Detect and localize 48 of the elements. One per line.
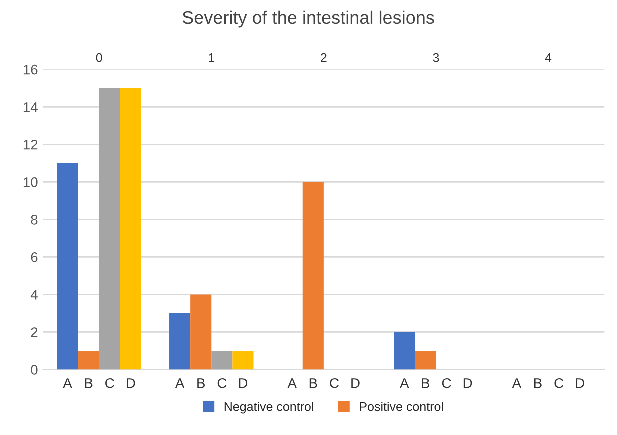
bar xyxy=(232,350,254,370)
text: C xyxy=(442,378,452,388)
text: B xyxy=(85,378,93,388)
bar xyxy=(302,182,324,370)
text: A xyxy=(288,378,297,388)
text: D xyxy=(239,378,248,388)
x-tick-label: 3 xyxy=(433,53,440,62)
bar xyxy=(394,332,416,370)
text: D xyxy=(464,378,472,388)
y-tick-label: 12 xyxy=(24,140,38,150)
text: D xyxy=(576,378,584,388)
text: B xyxy=(422,378,430,388)
y-tick-label: 6 xyxy=(31,252,38,262)
bar xyxy=(415,350,436,370)
text: B xyxy=(198,378,205,388)
x-tick-label: 0 xyxy=(96,53,102,62)
text: B xyxy=(310,378,318,388)
bar xyxy=(190,294,212,370)
y-tick-label: 14 xyxy=(24,102,38,112)
text: A xyxy=(63,378,72,388)
bar xyxy=(120,88,142,370)
y-tick-label: 8 xyxy=(31,215,38,225)
y-tick-label: 10 xyxy=(24,177,38,188)
y-tick-label: 0 xyxy=(31,365,38,375)
text: A xyxy=(175,378,185,388)
y-tick-label: 2 xyxy=(31,328,38,338)
legend-label: Positive control xyxy=(360,402,444,412)
legend-label: Negative control xyxy=(224,402,314,414)
text: B xyxy=(534,378,542,388)
y-tick-label: 16 xyxy=(24,64,38,75)
x-tick-label: 4 xyxy=(545,54,552,62)
x-tick-label: 2 xyxy=(321,53,327,62)
text: D xyxy=(352,378,360,388)
chart-title: Severity of the intestinal lesions xyxy=(182,10,434,28)
text: C xyxy=(554,378,564,388)
y-tick-label: 4 xyxy=(30,290,38,300)
bar xyxy=(99,88,120,370)
text: C xyxy=(106,378,114,388)
text: C xyxy=(330,378,339,388)
bar xyxy=(212,350,233,370)
x-tick-label: 1 xyxy=(209,54,214,62)
text: A xyxy=(512,378,522,388)
text: C xyxy=(218,378,227,388)
bar xyxy=(57,163,78,370)
text: A xyxy=(400,378,410,388)
bar xyxy=(170,313,191,370)
bar xyxy=(78,350,100,370)
text: D xyxy=(127,378,136,388)
